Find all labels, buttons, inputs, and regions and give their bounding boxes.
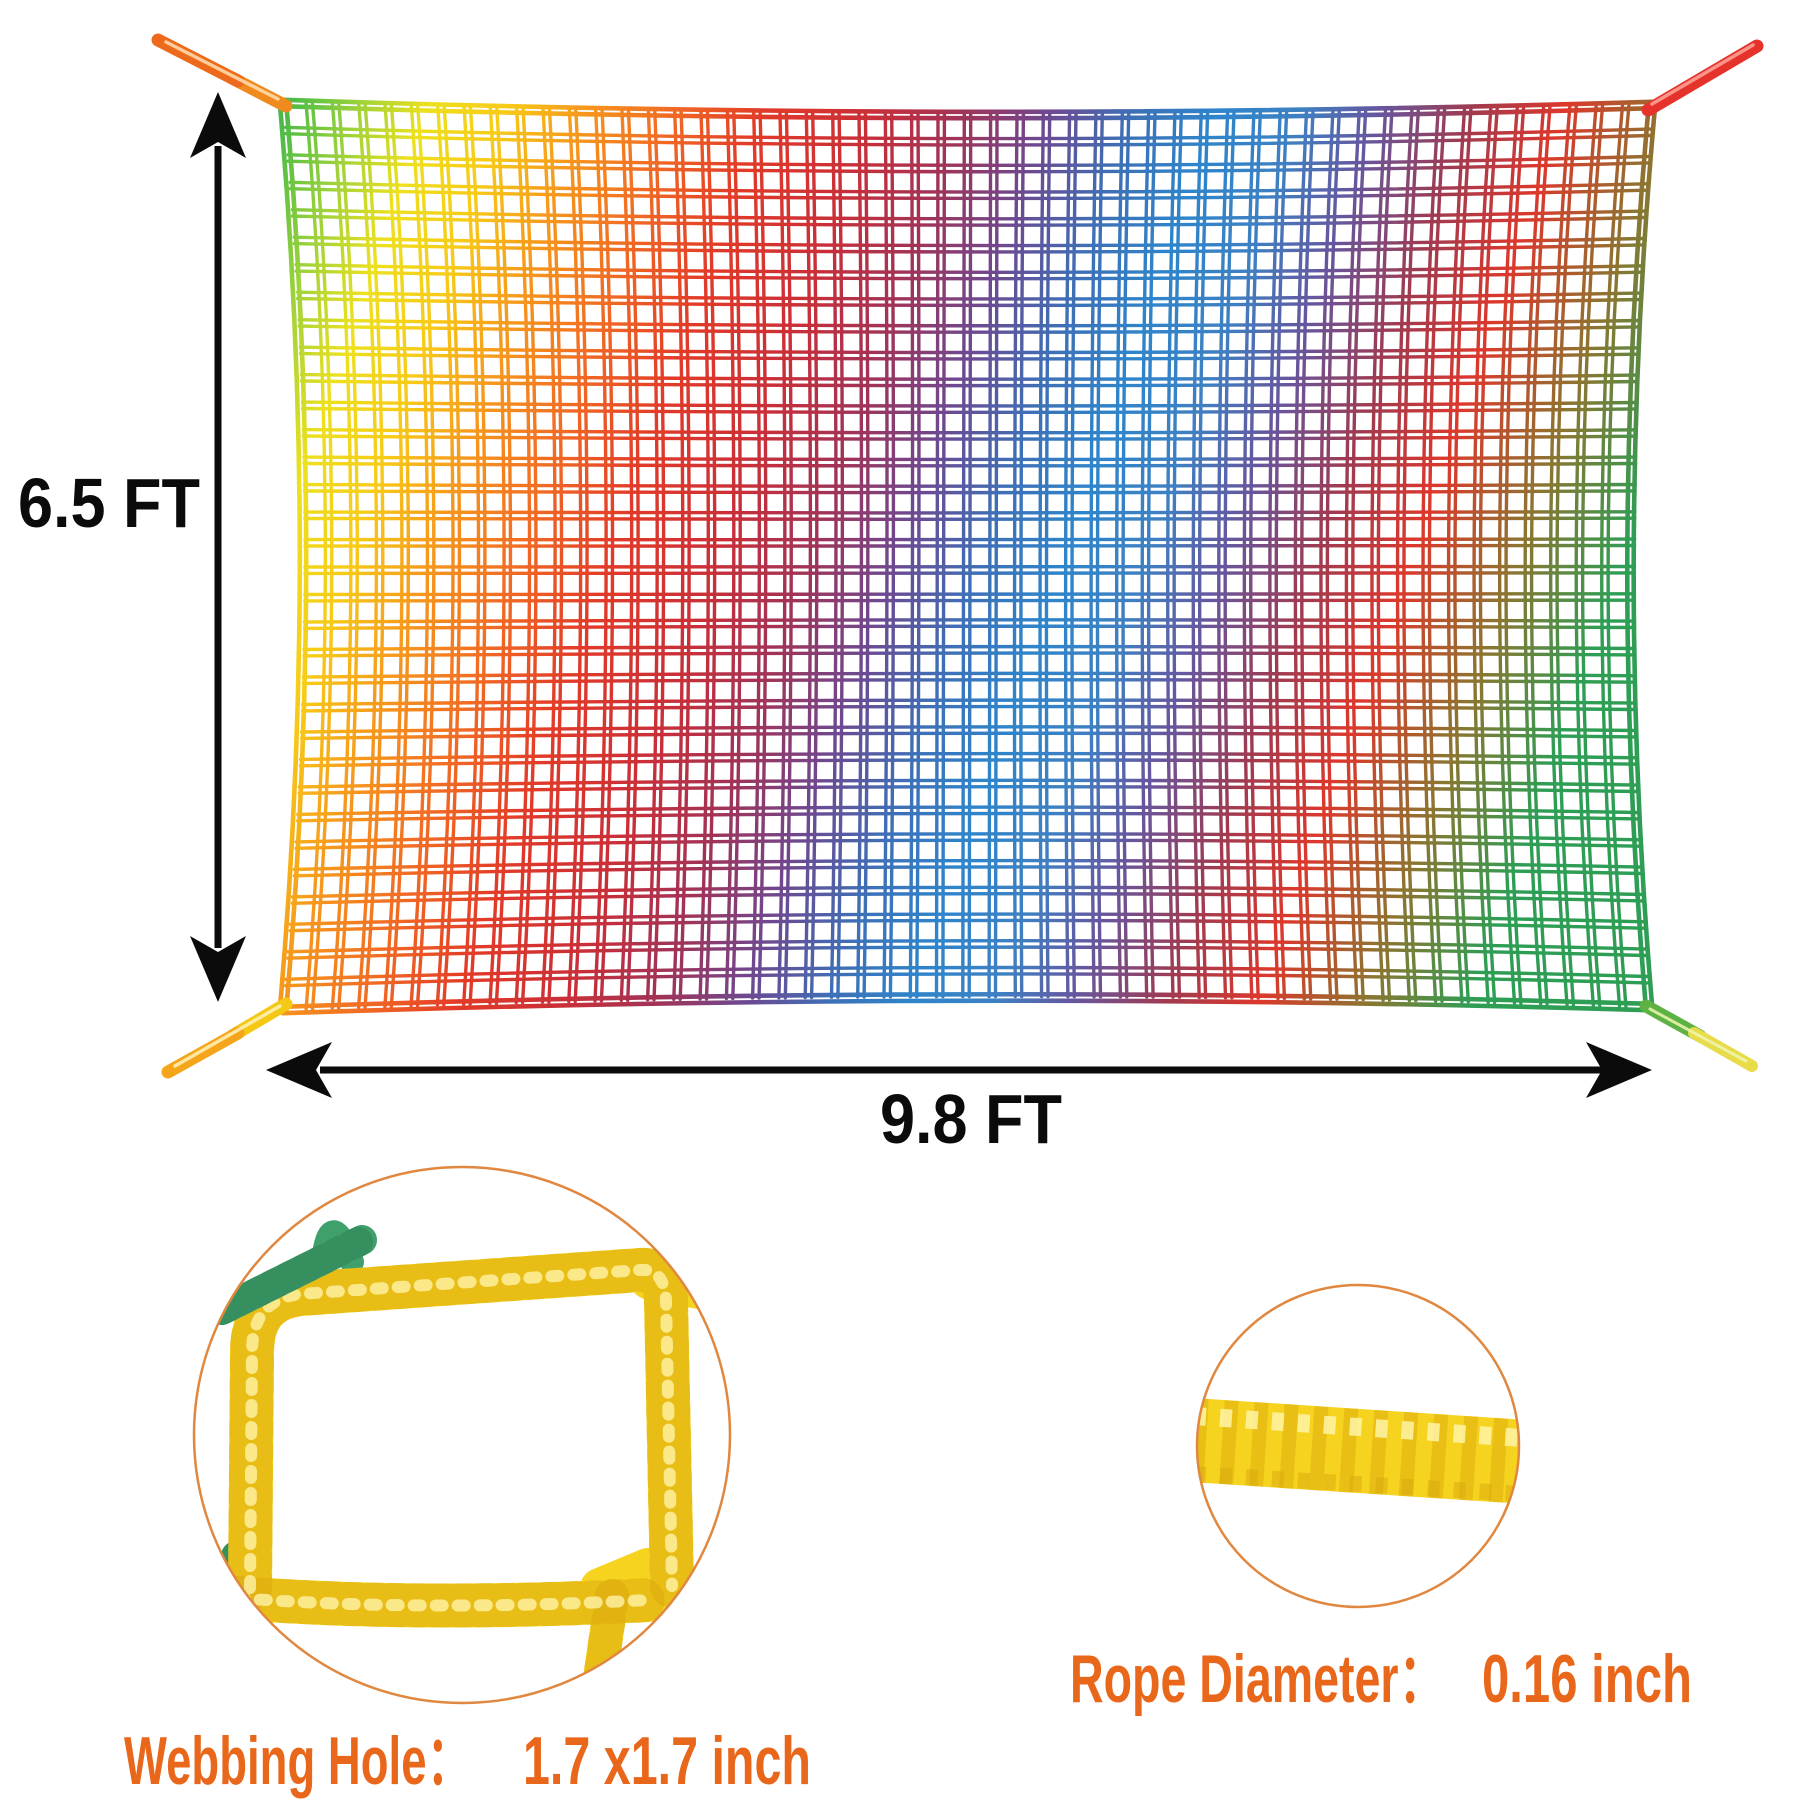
arrowhead-up-icon	[190, 92, 246, 158]
height-dimension-label: 6.5 FT	[18, 464, 200, 542]
corner-tie-top-left	[151, 33, 293, 113]
rope-diameter-inset	[1195, 1283, 1521, 1609]
width-dimension-label: 9.8 FT	[880, 1080, 1062, 1158]
arrowhead-down-icon	[190, 936, 246, 1002]
webbing-hole-caption: Webbing Hole： 1.7 x1.7 inch	[124, 1723, 811, 1799]
arrowhead-left-icon	[266, 1042, 332, 1098]
corner-tie-bottom-left	[161, 997, 293, 1079]
height-dimension: 6.5 FT	[18, 92, 246, 1002]
webbing-hole-inset	[192, 1165, 732, 1705]
rope-diameter-caption-label: Rope Diameter：	[1070, 1641, 1445, 1717]
webbing-hole-caption-label: Webbing Hole：	[124, 1723, 472, 1799]
webbing-hole-photo	[203, 1220, 730, 1703]
rope-diameter-caption: Rope Diameter： 0.16 inch	[1070, 1641, 1692, 1717]
rainbow-net-mesh	[277, 97, 1658, 1016]
rope-diameter-photo	[1197, 1398, 1519, 1504]
corner-tie-top-right	[1641, 39, 1764, 117]
rope-diameter-circle	[1195, 1283, 1521, 1609]
corner-ties	[151, 33, 1764, 1079]
webbing-hole-circle	[192, 1165, 732, 1705]
arrowhead-right-icon	[1586, 1042, 1652, 1098]
webbing-hole-caption-value: 1.7 x1.7 inch	[523, 1723, 811, 1799]
rope-diameter-caption-value: 0.16 inch	[1482, 1641, 1692, 1717]
width-dimension: 9.8 FT	[266, 1042, 1652, 1158]
corner-tie-bottom-right	[1639, 999, 1758, 1072]
